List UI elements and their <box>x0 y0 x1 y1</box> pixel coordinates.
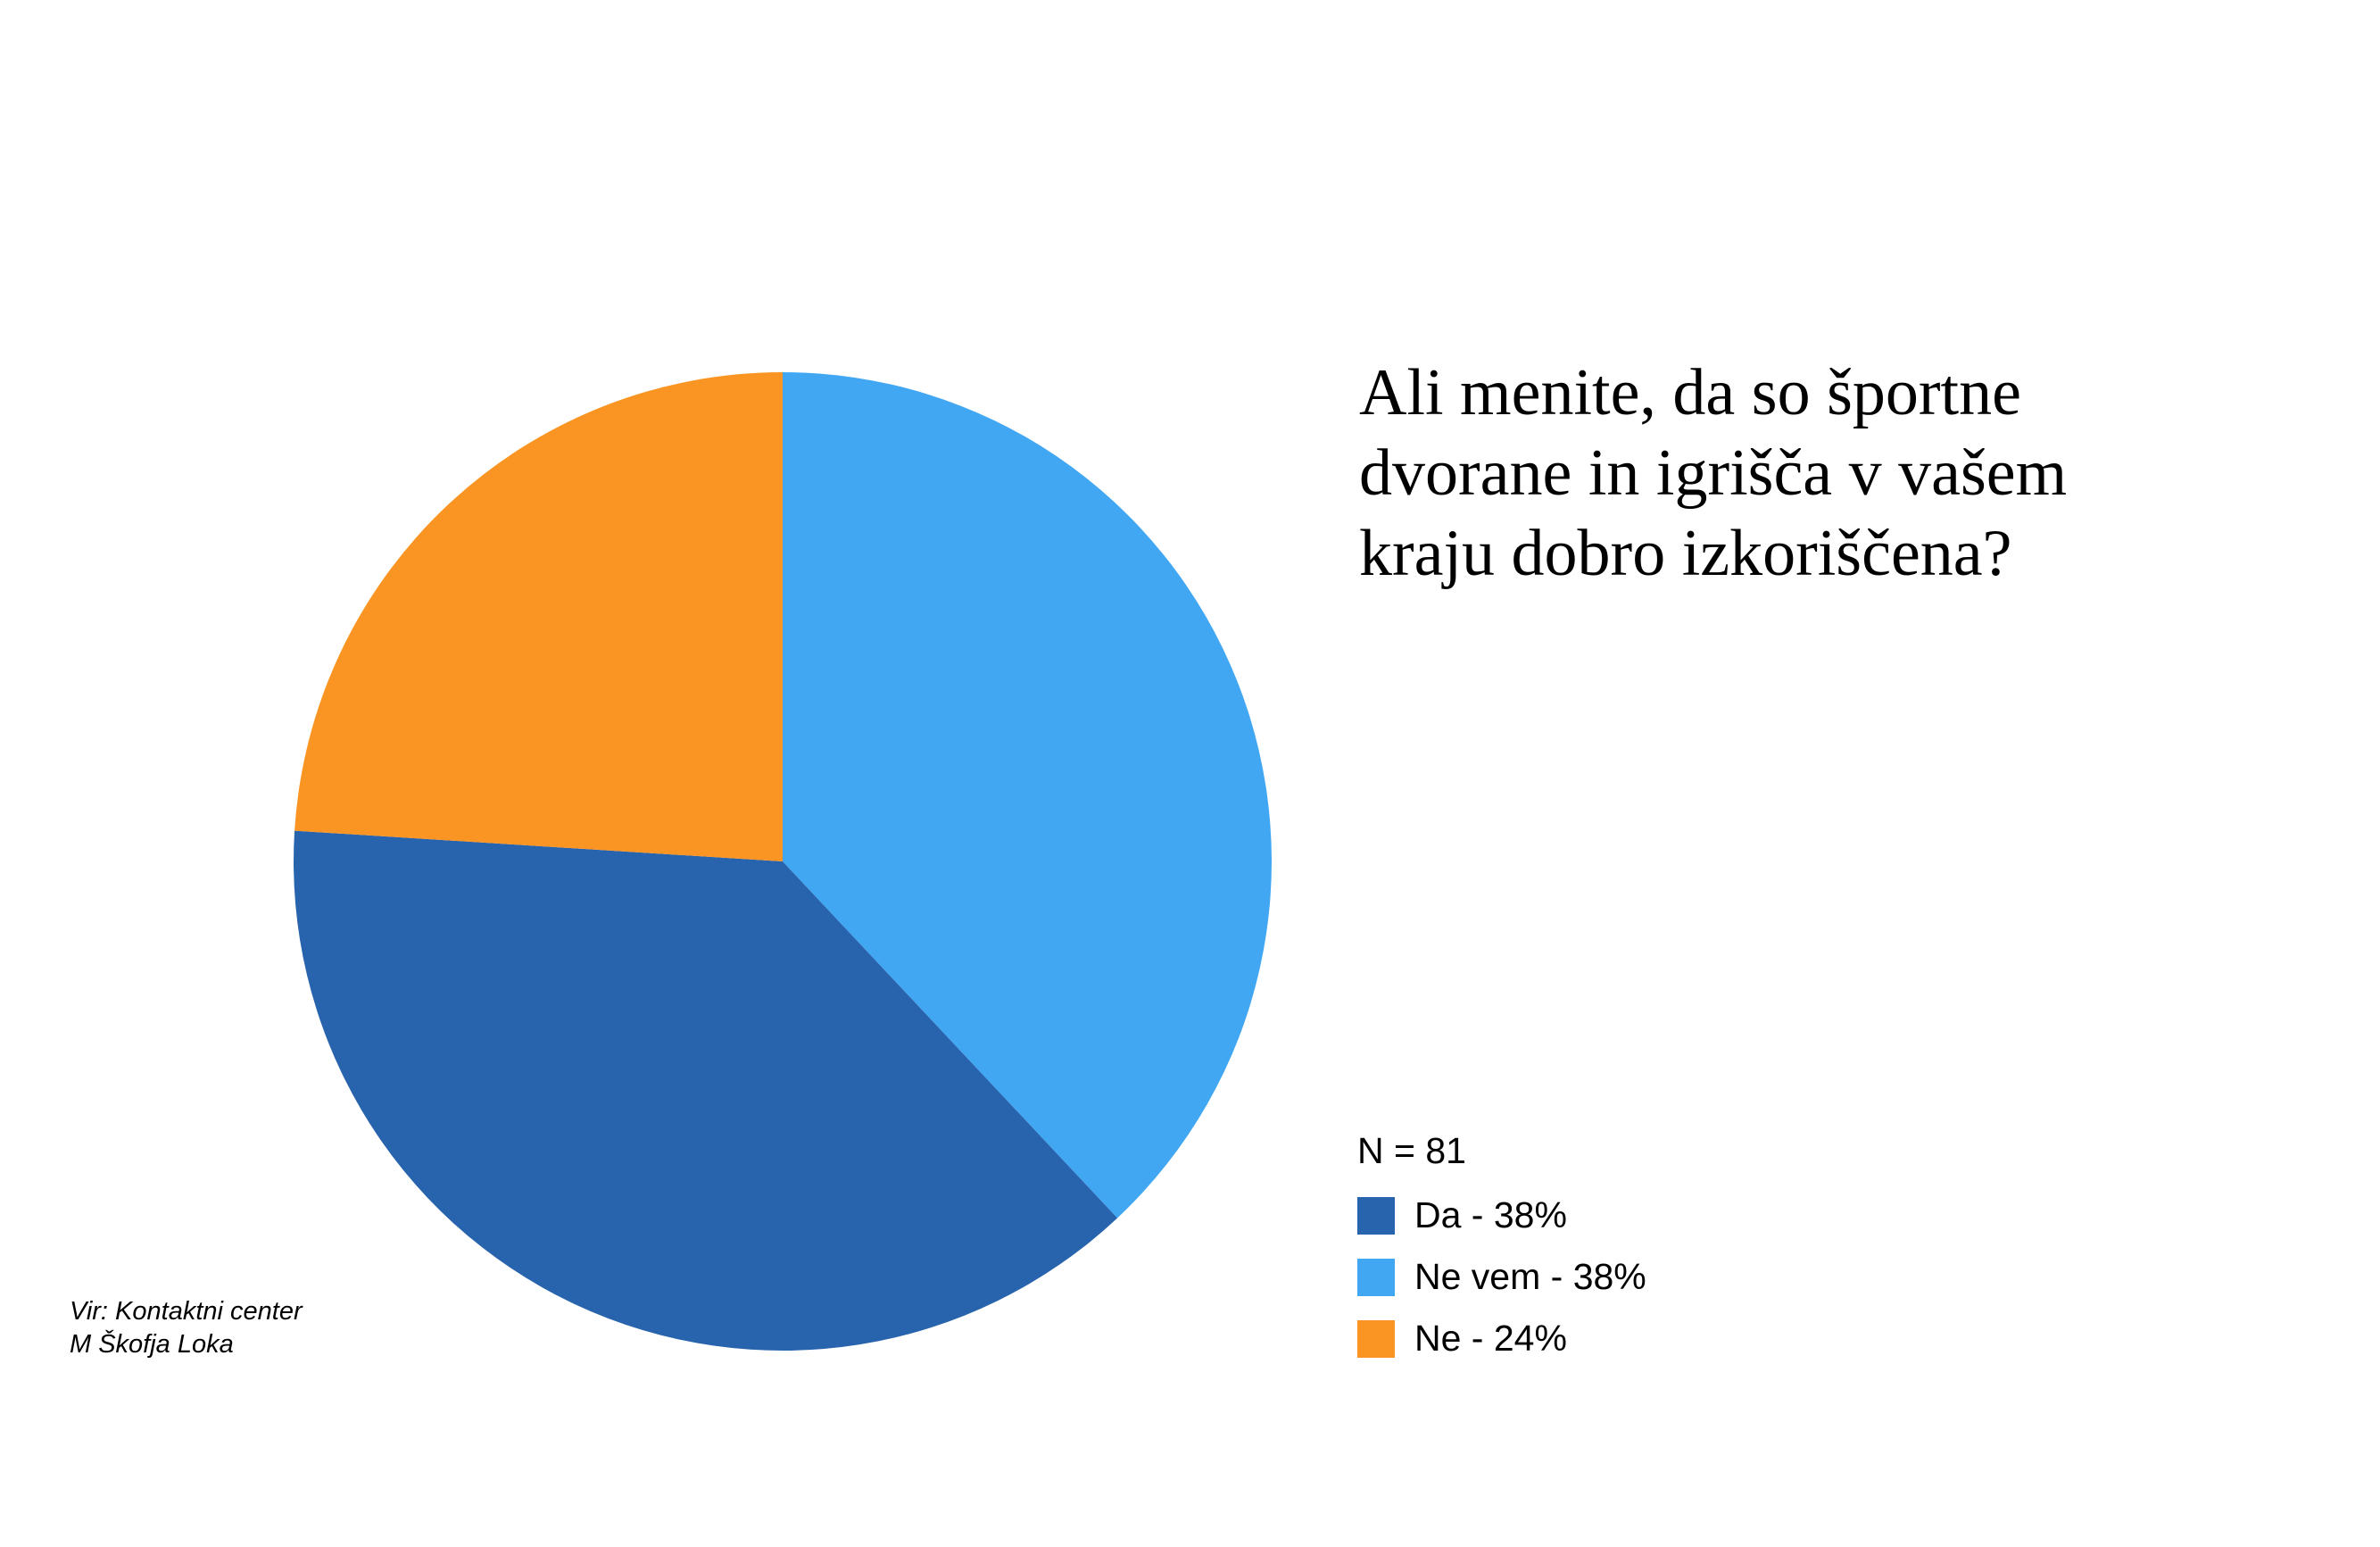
sample-size-label: N = 81 <box>1357 1130 1466 1171</box>
legend-item-ne: Ne - 24% <box>1357 1308 1646 1369</box>
source-note: Vir: Kontaktni center M Škofja Loka <box>70 1297 303 1359</box>
legend-swatch-da <box>1357 1196 1395 1235</box>
legend-swatch-ne <box>1357 1319 1395 1358</box>
chart-title: Ali menite, da so športne dvorane in igr… <box>1359 356 2068 590</box>
pie-chart <box>293 372 1272 1351</box>
legend-label-ne: Ne - 24% <box>1414 1318 1567 1359</box>
legend: N = 81 Da - 38% Ne vem - 38% Ne - 24% <box>1357 1129 1646 1369</box>
pie-slice-ne <box>294 372 784 861</box>
pie-slice-ne-vem <box>783 372 1272 1218</box>
legend-label-da: Da - 38% <box>1414 1194 1567 1235</box>
pie-slice-da <box>293 830 1118 1351</box>
legend-label-ne-vem: Ne vem - 38% <box>1414 1256 1646 1297</box>
legend-item-da: Da - 38% <box>1357 1185 1646 1246</box>
legend-swatch-ne-vem <box>1357 1258 1395 1296</box>
legend-item-ne-vem: Ne vem - 38% <box>1357 1246 1646 1308</box>
